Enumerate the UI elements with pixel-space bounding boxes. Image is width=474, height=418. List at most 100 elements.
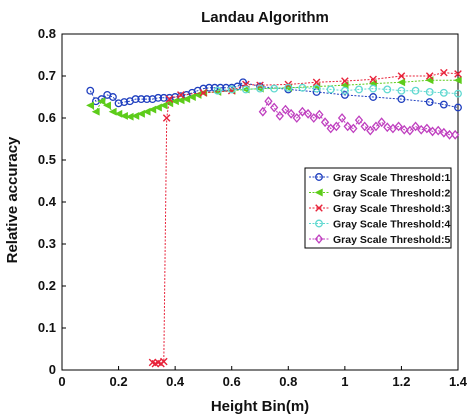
data-point: [454, 70, 462, 78]
y-tick-label: 0.4: [38, 194, 57, 209]
data-point: [275, 110, 284, 121]
data-point: [103, 101, 111, 110]
data-point: [108, 93, 117, 101]
legend-label: Gray Scale Threshold:5: [333, 234, 450, 246]
data-point: [343, 121, 352, 132]
data-point: [97, 97, 106, 106]
legend-entry-2: Gray Scale Threshold:2: [309, 188, 450, 200]
x-tick-label: 1: [341, 374, 348, 389]
data-point: [369, 75, 377, 84]
data-point: [425, 88, 434, 96]
y-tick-label: 0: [49, 362, 56, 377]
data-point: [440, 68, 448, 77]
data-point: [256, 84, 264, 93]
data-point: [148, 105, 157, 114]
data-point: [131, 111, 140, 120]
data-point: [160, 357, 168, 366]
data-point: [199, 89, 208, 97]
data-point: [394, 121, 403, 132]
data-point: [312, 78, 321, 87]
data-point: [454, 103, 462, 112]
data-point: [439, 88, 448, 97]
data-point: [434, 125, 443, 136]
data-point: [340, 86, 349, 95]
data-point: [405, 125, 415, 136]
x-tick-label: 0: [58, 374, 65, 389]
data-point: [187, 93, 196, 101]
data-point: [337, 113, 347, 123]
x-tick-label: 0.4: [166, 374, 185, 389]
data-point: [182, 95, 191, 104]
data-point: [131, 95, 140, 104]
legend-marker: [315, 204, 323, 212]
data-point: [349, 123, 358, 134]
data-point: [326, 85, 335, 94]
legend: Gray Scale Threshold:1 Gray Scale Thresho…: [304, 167, 452, 249]
data-point: [320, 117, 330, 128]
data-point: [383, 85, 392, 94]
data-point: [159, 93, 168, 102]
y-tick-label: 0.1: [38, 320, 56, 335]
data-point: [241, 85, 250, 94]
data-point: [341, 77, 349, 85]
legend-entry-4: Gray Scale Threshold:4: [309, 219, 450, 231]
data-point: [258, 106, 267, 117]
series-1: [86, 78, 462, 112]
data-point: [177, 91, 185, 99]
data-point: [371, 121, 381, 132]
legend-marker: [314, 234, 324, 244]
data-point: [366, 125, 375, 136]
data-point: [213, 86, 222, 95]
legend-entry-5: Gray Scale Threshold:5: [309, 234, 450, 246]
data-point: [108, 107, 117, 116]
x-tick-label: 1.2: [392, 374, 410, 389]
data-point: [205, 83, 214, 92]
data-point: [332, 121, 341, 132]
x-axis-label: Height Bin(m): [211, 398, 309, 415]
data-point: [411, 121, 420, 132]
data-point: [439, 127, 449, 138]
x-tick-label: 0.6: [223, 374, 241, 389]
x-tick-label: 0.8: [279, 374, 297, 389]
legend-entry-1: Gray Scale Threshold:1: [309, 172, 450, 184]
y-tick-label: 0.3: [38, 236, 56, 251]
data-point: [159, 101, 168, 110]
data-point: [355, 85, 363, 94]
data-point: [303, 108, 313, 119]
y-tick-label: 0.5: [38, 152, 56, 167]
legend-entry-3: Gray Scale Threshold:3: [309, 203, 450, 215]
chart-title: Landau Algorithm: [201, 9, 329, 26]
data-point: [377, 117, 386, 128]
data-point: [292, 113, 301, 123]
series-line-4: [217, 87, 459, 95]
data-point: [451, 129, 460, 140]
data-point: [176, 96, 185, 105]
legend-marker: [315, 219, 323, 228]
data-point: [397, 78, 406, 87]
data-point: [114, 109, 123, 118]
data-point: [165, 95, 174, 103]
plot-area: 0 0.2 0.4 0.6 0.8 1 1.2 1.4 0 0.1 0.2 0.3 0.4 0.5 0.6 0…: [38, 26, 468, 389]
series-3: [148, 68, 462, 368]
y-tick-label: 0.7: [38, 68, 56, 83]
data-point: [369, 93, 378, 101]
data-point: [114, 99, 123, 108]
data-point: [154, 93, 163, 102]
x-tick-label: 0.2: [110, 374, 128, 389]
y-axis-label: Relative accuracy: [4, 136, 21, 263]
data-point: [227, 86, 236, 95]
data-point: [86, 101, 94, 110]
legend-label: Gray Scale Threshold:3: [333, 203, 450, 215]
data-point: [309, 113, 318, 123]
data-point: [284, 83, 293, 92]
data-point: [312, 84, 321, 93]
data-point: [148, 95, 157, 104]
data-point: [281, 104, 290, 115]
legend-label: Gray Scale Threshold:4: [333, 219, 450, 231]
data-point: [298, 106, 307, 117]
data-point: [445, 129, 454, 140]
series-4: [213, 83, 462, 98]
legend-label: Gray Scale Threshold:2: [333, 188, 450, 200]
series-5: [258, 96, 460, 140]
data-point: [397, 95, 406, 104]
